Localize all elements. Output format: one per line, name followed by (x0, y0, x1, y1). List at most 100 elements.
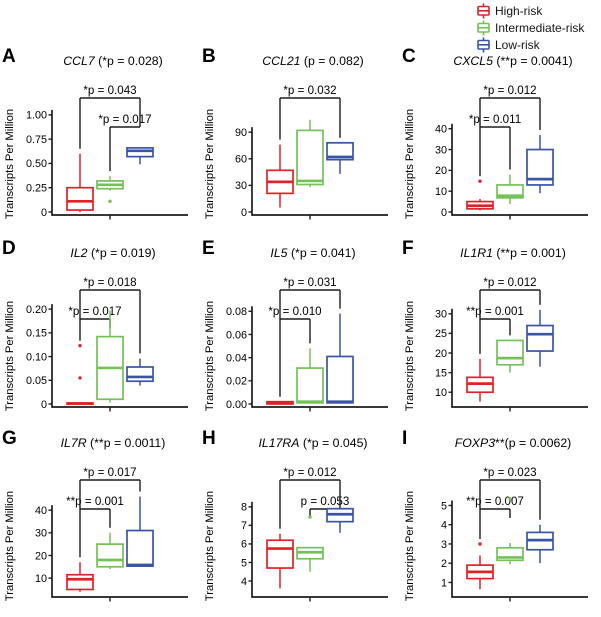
boxplot-f: 10 15 20 25 30 Transcripts Per Million *p = 0.… (404, 276, 588, 412)
bracket-p-label: **p = 0.001 (66, 495, 124, 508)
panel-f: F IL1R1 (**p = 0.001) 10 15 20 25 30 Transcript… (400, 238, 600, 430)
panel-letter: C (402, 46, 416, 67)
outlier-dot (108, 199, 112, 204)
legend-item-low-risk: Low-risk (476, 37, 584, 53)
gene-name: IL7R (60, 436, 87, 450)
box-low-risk (526, 324, 554, 352)
box-low-risk (126, 529, 154, 567)
y-tick-label: 4 (241, 576, 247, 588)
bracket-p-label: *p = 0.017 (98, 113, 151, 126)
y-tick-label: 30 (435, 144, 447, 156)
panel-title: CXCL5 (**p = 0.0041) (426, 54, 600, 68)
y-axis-title: Transcripts Per Million (4, 301, 16, 411)
panel-title: FOXP3**(p = 0.0062) (426, 436, 600, 450)
bracket-p-label: *p = 0.012 (283, 466, 336, 479)
panel-letter: H (202, 428, 216, 449)
panel-letter: D (2, 238, 16, 259)
gene-name: IL2 (70, 246, 88, 260)
y-tick-label: 0.00 (226, 399, 247, 411)
y-tick-label: 60 (235, 154, 247, 166)
bracket-p-label: **p = 0.001 (466, 305, 524, 318)
panel-d: D IL2 (*p = 0.019) 0 0.05 0.10 0.15 0.20 Transc… (0, 238, 200, 430)
y-tick-label: 10 (35, 573, 47, 585)
y-axis-title: Transcripts Per Million (204, 491, 216, 601)
boxplot-key-icon (477, 37, 490, 53)
box-high-risk (266, 539, 294, 569)
panel-p-value: (**p = 0.001) (493, 246, 566, 260)
bracket-p-label: *p = 0.043 (83, 84, 136, 97)
bracket-p-label: *p = 0.017 (83, 466, 136, 479)
bracket-p-label: *p = 0.032 (283, 84, 336, 97)
bracket-p-label: *p = 0.023 (483, 466, 536, 479)
panel-title: IL5 (*p = 0.041) (226, 246, 400, 260)
box-low-risk (126, 147, 154, 158)
boxplot-key-icon (477, 3, 490, 19)
outlier-dot (78, 343, 82, 348)
y-tick-label: 0.25 (26, 183, 47, 195)
panel-letter: B (202, 46, 216, 67)
legend-label: Low-risk (495, 38, 540, 52)
bracket-p-label: *p = 0.011 (469, 113, 521, 126)
y-tick-label: 7 (241, 520, 247, 532)
panel-p-value: (*p = 0.028) (94, 54, 163, 68)
box-high-risk (66, 186, 94, 211)
y-tick-label: 4 (441, 520, 447, 532)
box-low-risk (126, 366, 154, 383)
bracket-p-label: **p = 0.007 (466, 495, 524, 508)
outlier-dot (478, 179, 482, 183)
panel-title: IL17RA (*p = 0.045) (226, 436, 400, 450)
outlier-dot (508, 497, 512, 501)
y-axis-title: Transcripts Per Million (4, 491, 16, 601)
panel-title: CCL21 (p = 0.082) (226, 54, 400, 68)
outlier-dot (78, 376, 82, 380)
panel-letter: E (202, 238, 215, 259)
bracket-p-label: *p = 0.031 (283, 276, 336, 289)
y-tick-label: 0 (241, 207, 247, 219)
boxplot-h: 4 5 6 7 8 Transcripts Per Million *p = 0.012 p … (204, 466, 388, 602)
panel-c: C CXCL5 (**p = 0.0041) 0 10 20 30 40 Transcript… (400, 46, 600, 238)
y-tick-label: 0 (441, 207, 447, 219)
y-tick-label: 0.08 (226, 306, 247, 318)
panel-p-value: (**p = 0.0011) (86, 436, 166, 450)
panel-i: I FOXP3**(p = 0.0062) 1 2 3 4 5 Transcripts Per… (400, 428, 600, 617)
boxplot-e: 0.00 0.02 0.04 0.06 0.08 Transcripts Per Mill… (204, 276, 388, 412)
panel-p-value: (**p = 0.0041) (493, 54, 573, 68)
y-tick-label: 90 (235, 127, 247, 139)
y-tick-label: 20 (435, 165, 447, 177)
y-axis-title: Transcripts Per Million (4, 109, 16, 219)
y-tick-label: 0.50 (26, 158, 47, 170)
panel-title: CCL7 (*p = 0.028) (26, 54, 200, 68)
bracket-p-label: *p = 0.010 (268, 305, 321, 318)
gene-name: FOXP3 (454, 436, 496, 450)
y-tick-label: 1.00 (26, 110, 47, 122)
boxplot-d: 0 0.05 0.10 0.15 0.20 Transcripts Per Million… (4, 276, 188, 412)
y-axis-title: Transcripts Per Million (404, 301, 416, 411)
bracket-p-label: *p = 0.017 (68, 305, 121, 318)
y-tick-label: 0.10 (26, 351, 47, 363)
y-axis-title: Transcripts Per Million (404, 491, 416, 601)
y-axis-title: Transcripts Per Million (404, 109, 416, 219)
bracket-p-label: *p = 0.012 (483, 84, 536, 97)
gene-name: IL17RA (258, 436, 300, 450)
y-tick-label: 0.15 (26, 328, 47, 340)
boxplot-key-icon (477, 20, 490, 36)
y-tick-label: 30 (35, 528, 47, 540)
y-tick-label: 25 (435, 328, 447, 340)
y-tick-label: 30 (235, 180, 247, 192)
panel-h: H IL17RA (*p = 0.045) 4 5 6 7 8 Transcripts Per… (200, 428, 400, 617)
panel-title: IL7R (**p = 0.0011) (26, 436, 200, 450)
y-tick-label: 15 (435, 367, 447, 379)
y-tick-label: 0.04 (226, 352, 247, 364)
box-intermediate-risk (496, 339, 524, 366)
boxplot-g: 10 20 30 40 Transcripts Per Million *p = 0.01… (4, 466, 188, 602)
y-tick-label: 3 (441, 539, 447, 551)
y-tick-label: 0.06 (226, 329, 247, 341)
bracket-p-label: *p = 0.012 (483, 276, 536, 289)
y-axis-title: Transcripts Per Million (204, 109, 216, 219)
box-intermediate-risk (296, 129, 324, 186)
panel-title: IL2 (*p = 0.019) (26, 246, 200, 260)
y-tick-label: 6 (241, 539, 247, 551)
y-tick-label: 1 (441, 577, 447, 589)
legend: High-risk Intermediate-risk (476, 3, 584, 53)
